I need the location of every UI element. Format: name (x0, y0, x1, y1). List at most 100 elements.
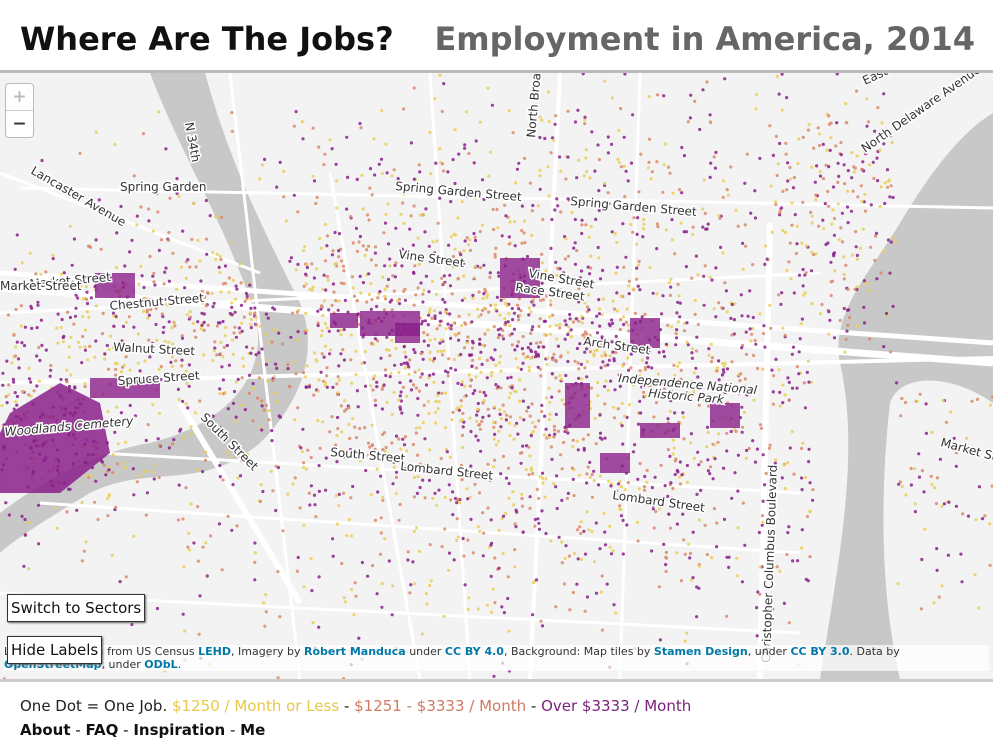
job-dot (446, 170, 450, 174)
job-dot (660, 312, 664, 316)
job-dot (218, 391, 222, 396)
job-dot (635, 277, 639, 281)
job-dot (446, 370, 450, 374)
job-dot (464, 194, 469, 198)
zoom-out[interactable]: − (12, 114, 27, 134)
job-dot (529, 348, 533, 352)
job-dot (222, 345, 226, 349)
job-dot (343, 399, 347, 403)
job-dot (319, 246, 323, 250)
job-dot (552, 435, 556, 439)
job-dot (862, 200, 866, 204)
job-dot (614, 271, 618, 275)
job-dot (666, 323, 670, 327)
job-dot (480, 419, 484, 424)
job-dot (616, 482, 621, 486)
job-dot (886, 238, 891, 242)
job-dot (544, 477, 548, 481)
job-dot (486, 506, 490, 510)
job-dot (239, 459, 244, 463)
job-dot (582, 174, 586, 178)
job-dot (460, 380, 464, 384)
job-dot (394, 261, 398, 265)
job-dot (609, 484, 613, 488)
attribution: Leaflet | Map data from US Census LEHD, … (4, 645, 989, 671)
job-dot (599, 366, 603, 370)
job-dot (653, 475, 657, 479)
job-dot (497, 439, 501, 443)
job-dot (462, 249, 466, 253)
job-dot (394, 475, 398, 479)
job-dot (782, 601, 787, 606)
job-dot (501, 328, 505, 332)
switch-sectors-button[interactable]: Switch to Sectors (7, 594, 146, 622)
job-dot (583, 330, 588, 334)
job-dot (818, 132, 822, 136)
job-dot (10, 361, 14, 365)
job-dot (611, 549, 615, 553)
job-dot (744, 330, 748, 334)
job-dot (509, 391, 513, 395)
job-dot (609, 379, 613, 383)
job-dot (702, 303, 706, 307)
hide-labels-button[interactable]: Hide Labels (7, 636, 103, 664)
attribution-link[interactable]: ODbL (144, 658, 178, 671)
job-dot (194, 335, 198, 339)
job-dot (114, 367, 118, 372)
job-dot (94, 238, 98, 242)
job-dot (390, 441, 394, 445)
job-dot (598, 474, 602, 478)
job-dot (473, 196, 477, 200)
job-dot (846, 287, 850, 291)
job-dot (734, 429, 738, 433)
job-dot (371, 377, 376, 381)
job-dot (685, 480, 690, 484)
job-dot (570, 466, 575, 470)
job-dot (528, 181, 533, 185)
job-dot (181, 517, 185, 521)
attribution-link[interactable]: Robert Manduca (303, 645, 406, 658)
job-dot (383, 221, 388, 225)
job-dot (625, 523, 629, 527)
job-dot (521, 335, 525, 339)
job-dot (27, 520, 31, 524)
job-dot (218, 387, 222, 391)
job-dot (598, 431, 603, 435)
job-dot (790, 386, 795, 390)
job-dot (693, 312, 697, 316)
nav-link[interactable]: About (20, 721, 71, 739)
job-dot (620, 424, 624, 428)
job-dot (328, 352, 332, 356)
job-dot (516, 340, 521, 344)
job-dot (602, 511, 606, 515)
job-dot (15, 403, 19, 407)
nav-link[interactable]: Inspiration (133, 721, 226, 739)
job-dot (604, 339, 608, 343)
job-dot (84, 540, 88, 544)
attribution-link[interactable]: LEHD (198, 645, 231, 658)
attribution-link[interactable]: CC BY 3.0 (790, 645, 850, 658)
nav-link[interactable]: FAQ (85, 721, 119, 739)
attribution-link[interactable]: CC BY 4.0 (444, 645, 504, 658)
job-dot (676, 320, 680, 324)
attribution-link[interactable]: Stamen Design (653, 645, 748, 658)
job-dot (540, 261, 545, 265)
job-dot (669, 389, 674, 393)
job-dot (625, 307, 629, 311)
job-dot (830, 222, 834, 226)
job-dot (27, 377, 32, 381)
zoom-in[interactable]: + (6, 84, 33, 111)
job-dot (723, 361, 728, 365)
nav-link[interactable]: Me (240, 721, 266, 739)
job-dot (739, 293, 743, 297)
job-dot (935, 547, 939, 551)
job-dot (775, 173, 779, 178)
job-dot (553, 292, 558, 296)
job-dot (445, 450, 449, 454)
job-dot (386, 202, 390, 206)
job-dot (317, 625, 321, 629)
map[interactable]: Spring Garden Lancaster Avenue N 34th North… (0, 73, 993, 682)
job-dot (513, 522, 517, 526)
job-dot (614, 611, 618, 615)
